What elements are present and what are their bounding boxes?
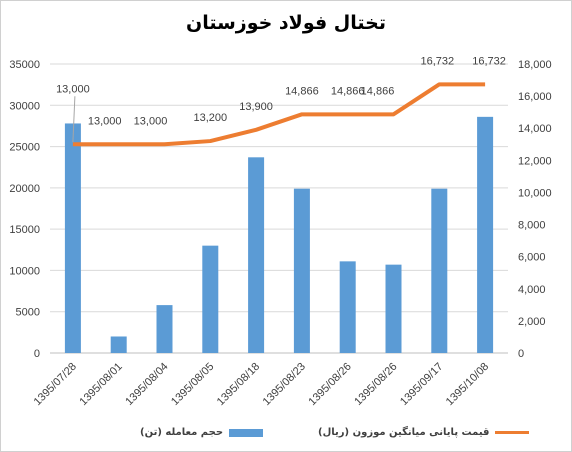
y-right-tick-label: 10,000: [518, 187, 552, 199]
price-data-label: 13,900: [239, 101, 273, 113]
legend-swatch-volume: [229, 428, 264, 437]
bar: [110, 336, 127, 353]
legend-item-volume: حجم معامله (تن): [140, 427, 264, 438]
x-tick-label: 1395/08/04: [123, 361, 170, 408]
y-right-tick-label: 8,000: [518, 220, 546, 232]
y-left-tick-label: 15000: [9, 224, 40, 236]
y-left-tick-label: 5000: [16, 307, 40, 319]
y-right-tick-label: 4,000: [518, 284, 546, 296]
price-data-label: 14,866: [285, 85, 319, 97]
y-right-tick-label: 16,000: [518, 91, 552, 103]
bar: [293, 188, 310, 353]
y-right-tick-label: 14,000: [518, 123, 552, 135]
price-data-label: 14,866: [331, 85, 365, 97]
legend-label-volume: حجم معامله (تن): [140, 427, 224, 438]
x-tick-label: 1395/08/26: [306, 361, 353, 408]
bar: [156, 305, 173, 353]
y-right-tick-label: 2,000: [518, 316, 546, 328]
x-tick-label: 1395/08/23: [261, 361, 308, 408]
bar: [339, 261, 356, 353]
price-data-label: 16,732: [472, 55, 506, 67]
bar: [385, 264, 402, 353]
y-left-tick-label: 35000: [9, 59, 40, 71]
x-tick-label: 1395/08/05: [169, 361, 216, 408]
x-tick-label: 1395/08/26: [352, 361, 399, 408]
legend-item-price: قیمت پایانی میانگین موزون (ریال): [318, 427, 530, 438]
price-line: [72, 82, 486, 147]
y-left-tick-label: 25000: [9, 142, 40, 154]
price-data-label: 14,866: [361, 85, 395, 97]
bar: [431, 188, 448, 353]
price-data-label: 16,732: [420, 55, 454, 67]
bar: [477, 116, 494, 354]
y-right-tick-label: 12,000: [518, 155, 552, 167]
bar: [64, 123, 81, 353]
bar: [202, 245, 219, 353]
y-left-tick-label: 0: [34, 348, 40, 360]
y-left-tick-label: 10000: [9, 265, 40, 277]
x-tick-label: 1395/08/18: [215, 361, 262, 408]
legend-label-price: قیمت پایانی میانگین موزون (ریال): [318, 427, 490, 438]
y-right-tick-label: 6,000: [518, 252, 546, 264]
x-tick-label: 1395/08/01: [77, 361, 124, 408]
legend-swatch-price: [495, 431, 530, 434]
price-data-label: 13,000: [88, 115, 122, 127]
x-tick-label: 1395/07/28: [32, 361, 79, 408]
x-tick-label: 1395/10/08: [444, 361, 491, 408]
price-data-label: 13,000: [134, 115, 168, 127]
leader-line: [72, 96, 76, 143]
y-left-tick-label: 30000: [9, 100, 40, 112]
y-left-tick-label: 20000: [9, 183, 40, 195]
price-data-label: 13,000: [56, 83, 90, 95]
y-right-tick-label: 18,000: [518, 59, 552, 71]
price-data-label: 13,200: [193, 112, 227, 124]
y-right-tick-label: 0: [518, 348, 524, 360]
x-tick-label: 1395/09/17: [398, 361, 445, 408]
chart-title: تختال فولاد خوزستان: [185, 12, 387, 34]
bar: [248, 157, 265, 353]
